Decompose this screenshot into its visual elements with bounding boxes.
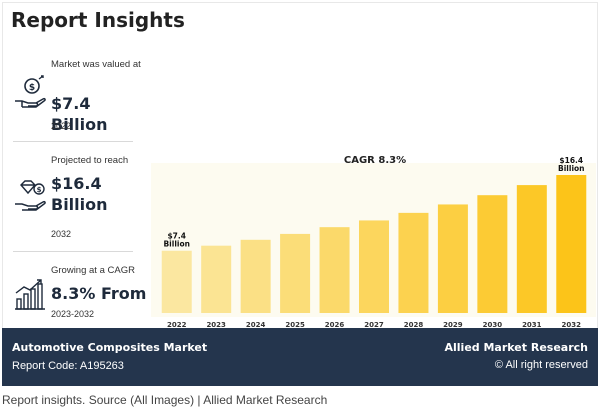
bar-2031 bbox=[516, 185, 547, 313]
market-size-bar-chart: CAGR 8.3% 2022 2023 2024 2025 2026 2027 2028 202… bbox=[151, 155, 596, 329]
x-tick-label: 2029 bbox=[443, 321, 463, 329]
report-code: Report Code: A195263 bbox=[12, 360, 124, 372]
growth-bars-icon bbox=[15, 279, 45, 310]
x-tick-label: 2032 bbox=[562, 321, 582, 329]
x-tick-label: 2030 bbox=[483, 321, 503, 329]
x-tick-label: 2023 bbox=[206, 321, 226, 329]
stat-label: Growing at a CAGR bbox=[51, 265, 135, 276]
data-label: Billion bbox=[558, 164, 585, 173]
stat-year: 2022 bbox=[51, 121, 72, 131]
svg-text:$: $ bbox=[29, 83, 35, 93]
bar-2025 bbox=[280, 233, 311, 313]
market-name: Automotive Composites Market bbox=[12, 341, 208, 354]
money-hand-icon: $ bbox=[15, 75, 46, 108]
stat-label: Projected to reach bbox=[51, 155, 129, 166]
stat-projected: $ Projected to reach $16.4 Billion 2032 bbox=[11, 149, 133, 249]
bar-2023 bbox=[201, 245, 232, 313]
report-card: Report Insights $ Market was valued at $… bbox=[2, 2, 598, 386]
x-tick-label: 2022 bbox=[167, 321, 187, 329]
stat-year: 2023-2032 bbox=[51, 309, 95, 319]
stat-value: $7.4 Billion bbox=[51, 94, 108, 134]
x-tick-label: 2027 bbox=[364, 321, 384, 329]
bar-2022 bbox=[161, 250, 192, 313]
bar-2032 bbox=[556, 175, 587, 313]
data-label: $16.4 bbox=[559, 156, 583, 165]
chart-title: CAGR 8.3% bbox=[344, 155, 406, 166]
stat-value: 8.3% From bbox=[51, 284, 147, 303]
rights-text: © All right reserved bbox=[494, 359, 588, 371]
x-tick-label: 2025 bbox=[285, 321, 305, 329]
stat-market-valued: $ Market was valued at $7.4 Billion 2022 bbox=[11, 55, 141, 135]
bar-2029 bbox=[437, 204, 468, 313]
bar-2027 bbox=[359, 220, 389, 313]
divider bbox=[13, 141, 133, 142]
x-tick-label: 2026 bbox=[325, 321, 345, 329]
image-caption: Report insights. Source (All Images) | A… bbox=[2, 393, 328, 407]
data-label: Billion bbox=[163, 240, 190, 249]
x-tick-label: 2024 bbox=[246, 321, 266, 329]
stat-year: 2032 bbox=[51, 229, 72, 239]
bar-2024 bbox=[240, 239, 271, 313]
x-tick-label: 2028 bbox=[404, 321, 424, 329]
svg-text:$: $ bbox=[37, 186, 42, 194]
x-tick-label: 2031 bbox=[522, 321, 542, 329]
stat-value: $16.4 Billion bbox=[51, 174, 108, 214]
bar-2028 bbox=[398, 212, 429, 313]
data-label: $7.4 bbox=[167, 232, 186, 241]
brand-name: Allied Market Research bbox=[444, 341, 589, 354]
diamond-hand-icon: $ bbox=[15, 180, 46, 211]
stat-label: Market was valued at bbox=[51, 59, 141, 70]
stat-cagr: Growing at a CAGR 8.3% From 2023-2032 bbox=[11, 259, 146, 329]
page-title: Report Insights bbox=[11, 8, 185, 32]
footer-band: Automotive Composites Market Report Code… bbox=[2, 328, 598, 386]
bar-2030 bbox=[477, 195, 508, 313]
bar-2026 bbox=[319, 227, 350, 313]
divider bbox=[13, 251, 133, 252]
